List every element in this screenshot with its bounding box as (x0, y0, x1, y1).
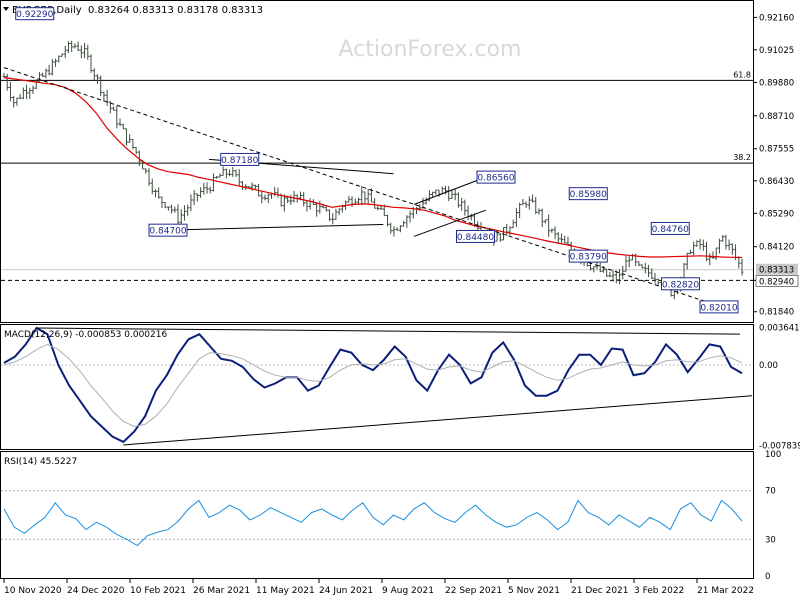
rsi-axis-tick-label: 30 (765, 535, 776, 545)
dropdown-triangle-icon[interactable] (3, 7, 9, 11)
price-axis-tick-label: 0.92160 (759, 13, 794, 23)
rsi-header: RSI(14) 45.5227 (4, 457, 77, 467)
x-axis-tick-label: 9 Aug 2021 (382, 586, 434, 596)
price-layer: 61.8 38.2 0.92290 0.87180 0.84700 0.86560 0.84… (1, 7, 753, 314)
x-axis-tick-label: 24 Dec 2020 (67, 586, 125, 596)
price-annotation-label: 0.83790 (570, 253, 607, 263)
rsi-axis-tick-label: 70 (765, 487, 776, 497)
macd-axis-tick-label: -0.007839 (759, 441, 800, 451)
macd-series-macd (3, 326, 743, 444)
x-axis-tick-label: 3 Feb 2022 (634, 586, 684, 596)
x-axis-tick-label: 26 Mar 2021 (193, 586, 250, 596)
rsi-panel-frame (0, 451, 754, 579)
rsi-line (3, 499, 743, 547)
macd-support-line (123, 395, 753, 446)
price-axis-tick-label: 0.87555 (759, 145, 794, 155)
x-axis-tick-label: 22 Sep 2021 (445, 586, 502, 596)
price-axis-tick-label: 0.89880 (759, 78, 794, 88)
price-annotation-label: 0.82820 (662, 280, 699, 290)
price-annotation-box (650, 221, 690, 235)
price-annotation-label: 0.92290 (16, 10, 53, 20)
x-axis-tick-label: 21 Dec 2021 (571, 586, 629, 596)
x-axis-tick-label: 10 Feb 2021 (130, 586, 186, 596)
macd-panel-frame (0, 324, 754, 450)
price-annotation-box (456, 229, 495, 243)
current-price-tag-label: 0.83313 (759, 266, 794, 276)
price-annotation-box (699, 300, 739, 314)
dashed-level-tag-label: 0.82940 (759, 277, 794, 287)
price-axis-tick-label: 0.85290 (759, 209, 794, 219)
chart-ohlc: 0.83264 0.83313 0.83178 0.83313 (88, 5, 263, 16)
fib-level-label: 38.2 (733, 153, 751, 162)
price-annotation-label: 0.82010 (700, 303, 737, 313)
triangle-lower-line (167, 223, 384, 231)
macd-series-signal (3, 343, 743, 428)
axis-layer: 0.92160 0.91025 0.89880 0.88710 0.87555 0.864… (3, 13, 800, 596)
moving-average-line (3, 77, 743, 259)
price-axis-tick-label: 0.81840 (759, 308, 794, 318)
macd-axis-tick-label: 0.003641 (759, 324, 800, 334)
price-panel-frame (0, 0, 754, 323)
price-annotation-box (476, 170, 516, 184)
macd-resistance-line (36, 327, 741, 335)
channel-lower-line (413, 209, 486, 237)
rsi-layer: RSI(14) 45.5227 (1, 457, 753, 547)
x-axis-tick-label: 5 Nov 2021 (508, 586, 560, 596)
price-axis-tick-label: 0.88710 (759, 112, 794, 122)
price-annotation-box (15, 7, 55, 21)
x-axis-tick-label: 11 May 2021 (256, 586, 315, 596)
rsi-axis-tick-label: 100 (765, 450, 781, 460)
current-price-tag (756, 263, 798, 275)
price-annotation-box (220, 152, 260, 166)
x-axis-tick-label: 10 Nov 2020 (4, 586, 62, 596)
downtrend-dashed-line (3, 67, 722, 308)
price-annotation-label: 0.84700 (149, 227, 186, 237)
price-axis-tick-label: 0.91025 (759, 46, 794, 56)
price-annotation-box (148, 223, 188, 237)
price-annotation-label: 0.87180 (221, 156, 258, 166)
price-axis-tick-label: 0.86430 (759, 177, 794, 187)
price-annotation-label: 0.84480 (457, 233, 494, 243)
macd-axis-tick-label: 0.00 (759, 361, 778, 371)
dashed-level-tag (755, 275, 799, 287)
price-annotation-box (568, 187, 608, 201)
price-annotation-label: 0.84760 (652, 225, 689, 235)
price-annotation-box (661, 277, 700, 291)
rsi-axis-tick-label: 0 (765, 572, 770, 582)
x-axis-tick-label: 21 Mar 2022 (697, 586, 754, 596)
price-annotation-box (568, 249, 608, 263)
watermark: ActionForex.com (339, 37, 522, 62)
price-annotation-label: 0.86560 (477, 174, 514, 184)
macd-header: MACD(12,26,9) -0.000853 0.000216 (4, 330, 167, 340)
price-annotation-label: 0.85980 (570, 190, 607, 200)
price-axis-tick-label: 0.84120 (759, 243, 794, 253)
macd-layer: MACD(12,26,9) -0.000853 0.000216 (1, 326, 753, 446)
channel-upper-line (413, 176, 486, 205)
x-axis-tick-label: 24 Jun 2021 (319, 586, 373, 596)
fib-level-label: 61.8 (733, 70, 751, 79)
